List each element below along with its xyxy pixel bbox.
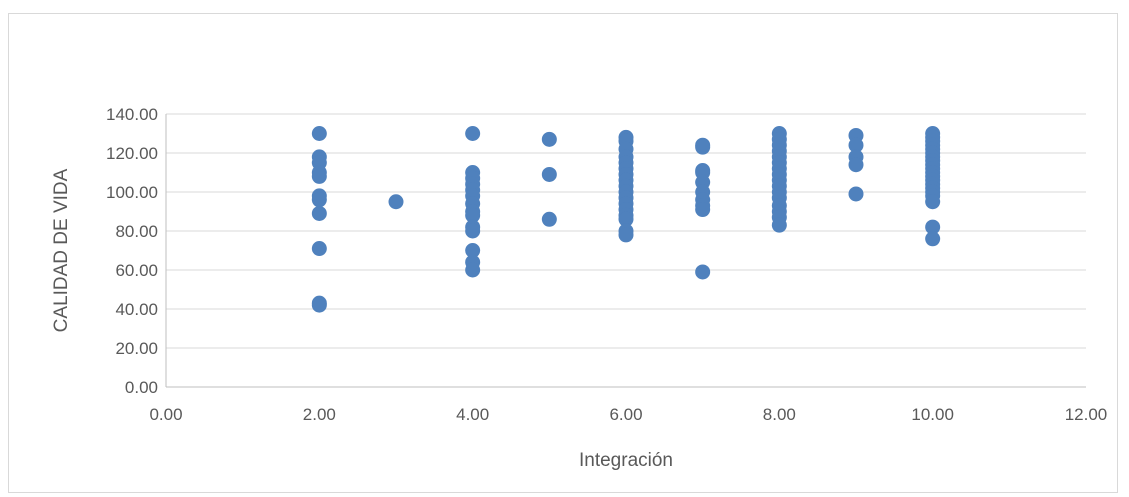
x-tick-label: 0.00 — [149, 405, 182, 424]
data-point — [848, 137, 864, 153]
x-axis-title: Integración — [579, 450, 673, 471]
y-axis-title: CALIDAD DE VIDA — [51, 168, 72, 332]
data-point — [311, 126, 327, 141]
data-point — [311, 192, 327, 208]
x-tick-label: 2.00 — [303, 405, 336, 424]
data-point — [925, 194, 941, 210]
x-tick-label: 12.00 — [1065, 405, 1108, 424]
data-point — [541, 131, 557, 147]
x-tick-label: 10.00 — [911, 405, 954, 424]
data-point — [388, 194, 404, 210]
data-point — [465, 243, 481, 258]
data-point — [541, 166, 557, 182]
data-point — [695, 264, 711, 280]
data-point — [311, 241, 327, 257]
data-point — [848, 186, 864, 202]
y-tick-label: 80.00 — [115, 222, 158, 241]
data-point — [618, 227, 634, 243]
data-point — [465, 223, 481, 239]
y-tick-label: 0.00 — [125, 378, 158, 397]
y-tick-label: 140.00 — [106, 105, 158, 124]
data-point — [848, 157, 864, 173]
x-tick-label: 6.00 — [609, 405, 642, 424]
data-point — [618, 211, 634, 227]
y-tick-label: 60.00 — [115, 261, 158, 280]
data-point — [311, 297, 327, 313]
y-tick-label: 20.00 — [115, 339, 158, 358]
data-point — [465, 126, 481, 141]
y-tick-label: 40.00 — [115, 300, 158, 319]
data-point — [541, 211, 557, 227]
data-point — [465, 207, 481, 223]
data-point — [695, 202, 711, 218]
scatter-chart: 0.00 20.00 40.00 60.00 80.00 100.00 120.00 140.… — [51, 105, 1108, 471]
data-point — [695, 139, 711, 155]
data-point — [771, 217, 787, 233]
data-point — [311, 168, 327, 184]
x-tick-label: 8.00 — [763, 405, 796, 424]
data-point — [465, 262, 481, 278]
y-tick-label: 100.00 — [106, 183, 158, 202]
data-point — [925, 219, 941, 235]
data-point — [925, 231, 941, 247]
chart-frame: 0.00 20.00 40.00 60.00 80.00 100.00 120.00 140.… — [8, 13, 1118, 493]
y-tick-label: 120.00 — [106, 144, 158, 163]
data-point — [311, 205, 327, 221]
x-tick-label: 4.00 — [456, 405, 489, 424]
